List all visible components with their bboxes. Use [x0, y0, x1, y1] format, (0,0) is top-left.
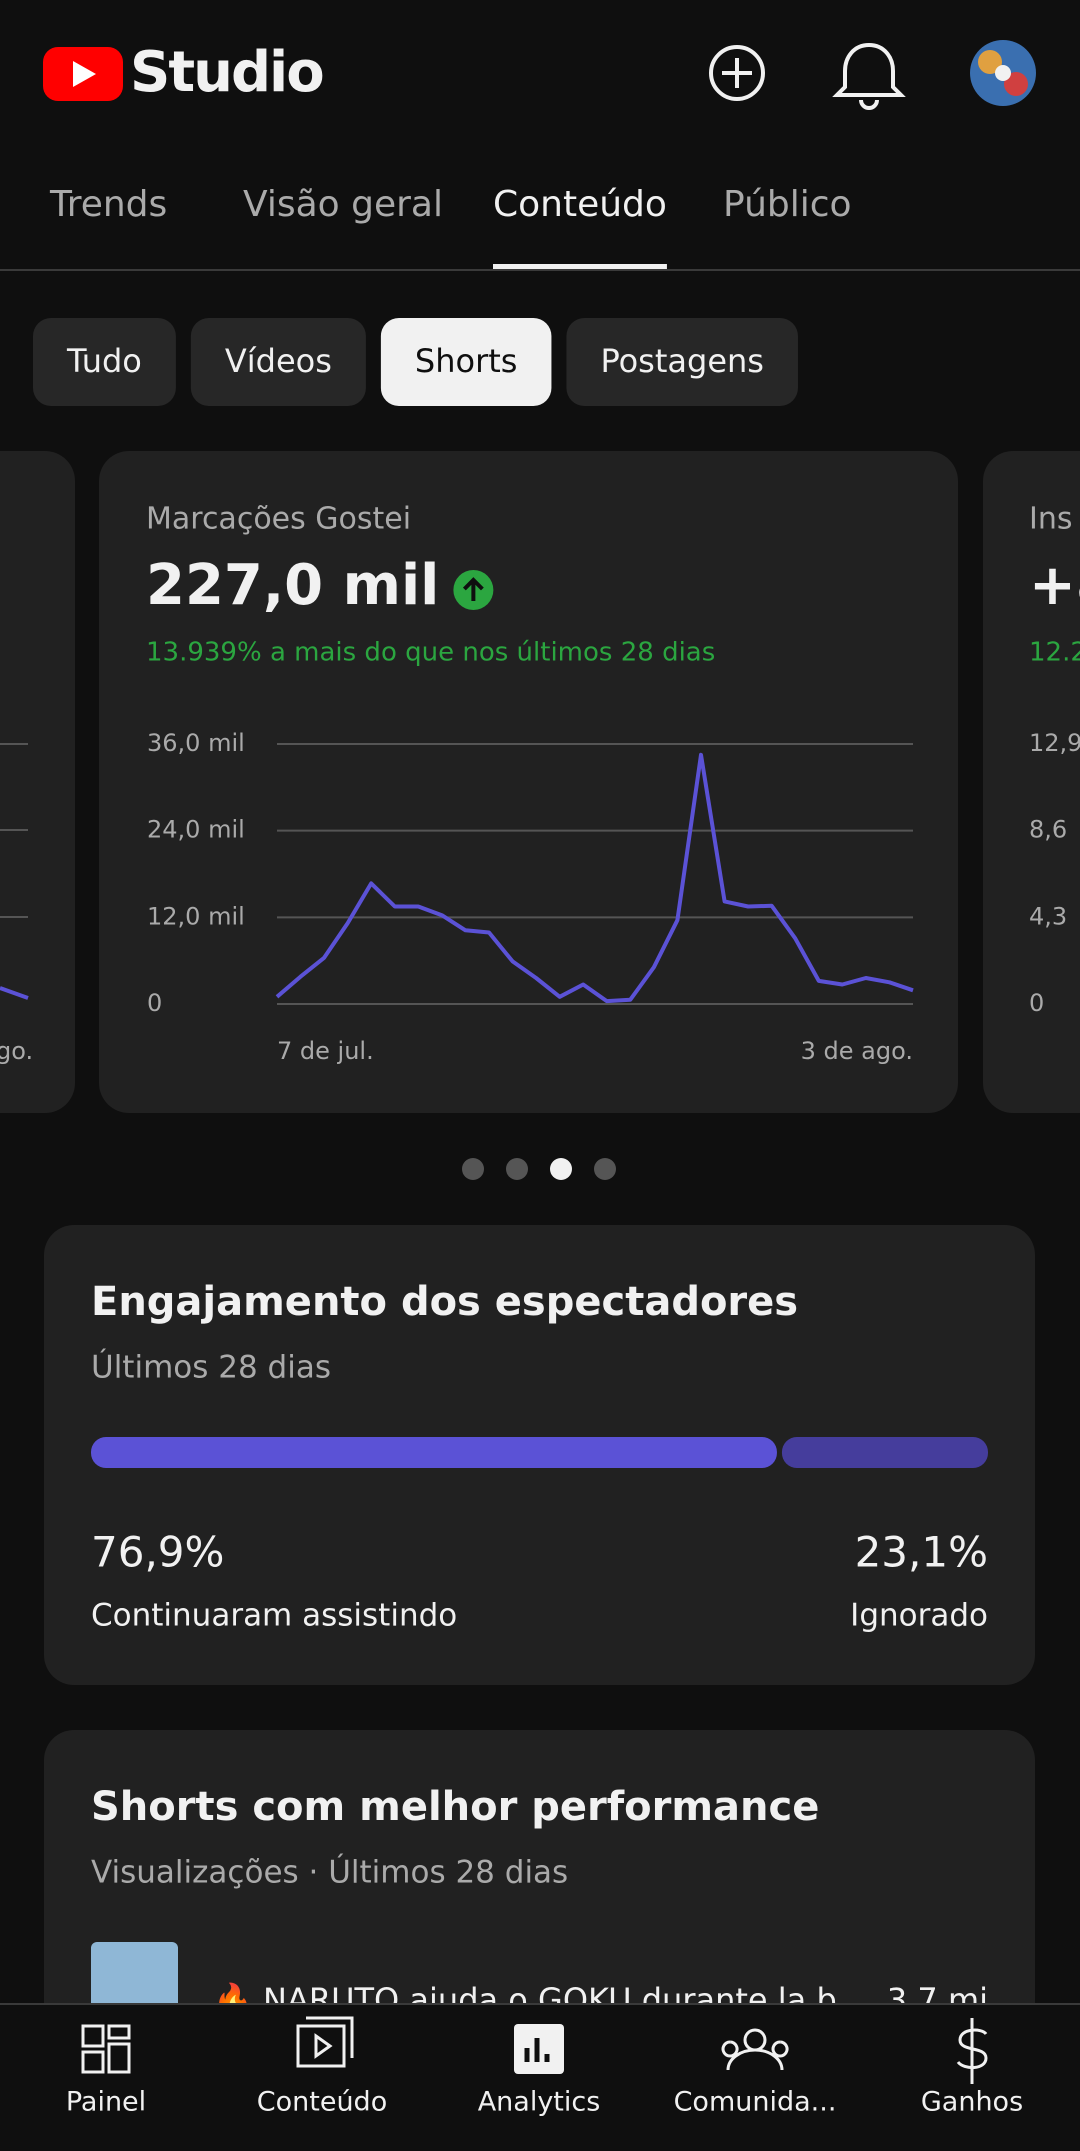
metric-value: 227,0 mil [146, 553, 439, 618]
top-shorts-subtitle: Visualizações · Últimos 28 dias [91, 1854, 568, 1891]
nav-icon-analytics-bars [524, 2038, 550, 2062]
pager [462, 1158, 616, 1180]
nav-label[interactable]: Ganhos [921, 2087, 1023, 2118]
x-tick-label: 3 de ago. [801, 1037, 913, 1065]
create-plus [722, 58, 752, 88]
engagement-value: 76,9% [91, 1528, 224, 1577]
engagement-label: Ignorado [850, 1598, 988, 1634]
left-peek-card: go. [0, 451, 75, 1113]
peek-tick-label: 0 [1029, 989, 1044, 1017]
peek-tick-label: 12,9 [1029, 729, 1080, 757]
avatar-part [1004, 72, 1028, 96]
chip-label: Tudo [66, 342, 142, 380]
bell-icon [832, 42, 906, 110]
peek-change: 12.2 [1029, 638, 1080, 668]
engagement-value: 23,1% [855, 1528, 988, 1577]
filter-chip[interactable]: Shorts [380, 318, 552, 406]
tab-indicator [493, 264, 667, 270]
filter-chips: Tudo Vídeos Shorts Postagens [33, 318, 798, 406]
nav-label[interactable]: Conteúdo [257, 2087, 387, 2118]
card-bg [0, 451, 75, 1113]
tab[interactable]: Conteúdo [493, 184, 667, 225]
pager-dot[interactable] [506, 1158, 528, 1180]
metric-card[interactable]: Marcações Gostei 227,0 mil 13.939% a mai… [99, 451, 958, 1113]
chip-bg [33, 318, 176, 406]
tabs-divider [0, 269, 1080, 271]
nav-icon-community [721, 2028, 789, 2071]
filter-chip[interactable]: Postagens [566, 318, 798, 406]
avatar[interactable] [970, 40, 1036, 106]
right-peek-card: Ins +8 12.2 12,9 8,6 4,3 0 [983, 451, 1080, 1113]
line-chart: 0 12,0 mil 24,0 mil 36,0 mil 7 de jul. 3 de a… [147, 729, 914, 1065]
peek-tick-label: 8,6 [1029, 816, 1067, 844]
peek-line [0, 986, 29, 1000]
nav-label[interactable]: Comunida... [674, 2087, 837, 2118]
chip-bg [566, 318, 798, 406]
y-tick-label: 0 [147, 989, 162, 1017]
metric-label: Marcações Gostei [146, 502, 411, 537]
nav-label[interactable]: Analytics [478, 2087, 601, 2118]
data-line [275, 752, 914, 1004]
engagement-subtitle: Últimos 28 dias [91, 1349, 331, 1386]
peek-ticks: 12,9 8,6 4,3 0 [1029, 729, 1080, 1017]
notifications-button[interactable] [832, 42, 906, 110]
engagement-card: Engajamento dos espectadores Últimos 28 … [44, 1225, 1035, 1685]
engagement-segment [781, 1437, 988, 1468]
chip-bg [190, 318, 366, 406]
peek-metric: Ins [1029, 502, 1073, 537]
nav-icons [81, 2016, 988, 2084]
metric-change: 13.939% a mais do que nos últimos 28 dia… [146, 638, 715, 668]
peek-value: +8 [1029, 553, 1080, 618]
trend-up-icon [453, 570, 494, 610]
pager-dot[interactable] [462, 1158, 484, 1180]
nav-icon-content [296, 2016, 354, 2068]
pager-dot[interactable] [594, 1158, 616, 1180]
pager-dot-active[interactable] [550, 1158, 572, 1180]
engagement-segment [91, 1437, 777, 1468]
tabs: Trends Visão geral Conteúdo Público [49, 184, 852, 270]
bottom-nav-divider [0, 2003, 1080, 2005]
engagement-label: Continuaram assistindo [91, 1598, 457, 1634]
chip-bg [380, 318, 552, 406]
avatar-part [995, 65, 1011, 81]
tab[interactable]: Público [723, 184, 852, 225]
logo-play [73, 61, 96, 87]
chip-label: Shorts [415, 342, 518, 380]
logo[interactable]: Studio [43, 40, 325, 105]
create-button[interactable] [709, 45, 765, 101]
tab[interactable]: Trends [49, 184, 167, 225]
engagement-bar [91, 1437, 988, 1468]
nav-label[interactable]: Painel [66, 2087, 146, 2118]
tab[interactable]: Visão geral [243, 184, 443, 225]
y-tick-label: 24,0 mil [147, 816, 245, 844]
y-tick-label: 12,0 mil [147, 902, 245, 930]
nav-icon-earnings [956, 2018, 988, 2084]
engagement-title: Engajamento dos espectadores [91, 1279, 798, 1325]
nav-icon-dashboard [81, 2024, 131, 2074]
top-shorts-title: Shorts com melhor performance [91, 1784, 819, 1830]
trend-up-arrow [462, 577, 484, 601]
peek-tick-label: 4,3 [1029, 902, 1067, 930]
chip-label: Vídeos [225, 342, 332, 380]
avatar-part [978, 50, 1002, 74]
card-bg [99, 451, 958, 1113]
peek-x-label: go. [0, 1037, 33, 1065]
create-icon [709, 45, 765, 101]
y-tick-label: 36,0 mil [147, 729, 245, 757]
bottom-nav: Painel Conteúdo Analytics Comunida... Ganhos [66, 2087, 1023, 2118]
filter-chip[interactable]: Tudo [33, 318, 176, 406]
x-tick-label: 7 de jul. [277, 1037, 374, 1065]
brand: Studio [130, 40, 323, 105]
filter-chip[interactable]: Vídeos [190, 318, 366, 406]
chip-label: Postagens [600, 342, 764, 380]
card-bg [983, 451, 1080, 1113]
